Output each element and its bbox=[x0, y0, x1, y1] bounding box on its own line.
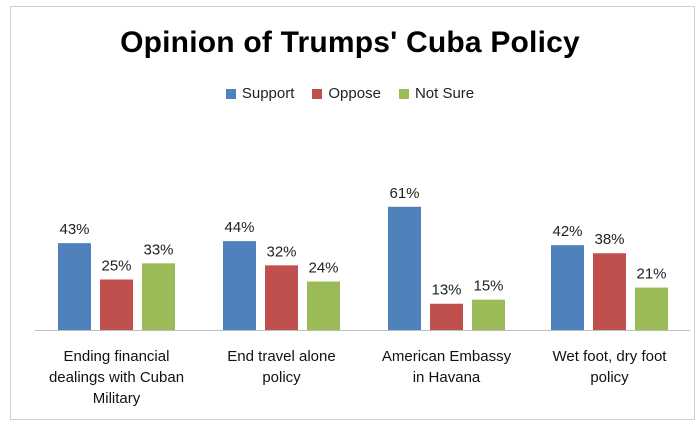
bar-support-0 bbox=[58, 243, 91, 330]
data-label-oppose-1: 32% bbox=[266, 243, 296, 260]
data-label-support-1: 44% bbox=[224, 219, 254, 236]
data-label-support-2: 61% bbox=[389, 185, 419, 202]
bar-not-sure-1 bbox=[307, 281, 340, 330]
chart-frame bbox=[10, 6, 695, 420]
legend-item-oppose: Oppose bbox=[312, 85, 381, 102]
bar-oppose-1 bbox=[265, 265, 298, 330]
bar-not-sure-0 bbox=[142, 263, 175, 330]
bar-support-2 bbox=[388, 206, 421, 330]
data-label-not-sure-3: 21% bbox=[636, 266, 666, 283]
legend-swatch-oppose bbox=[312, 88, 323, 99]
legend-swatch-not-sure bbox=[398, 88, 409, 99]
category-label-1: End travel alone policy bbox=[227, 348, 335, 386]
bar-not-sure-2 bbox=[472, 299, 505, 330]
bar-oppose-3 bbox=[593, 253, 626, 330]
bar-oppose-0 bbox=[100, 279, 133, 330]
data-label-support-3: 42% bbox=[552, 223, 582, 240]
chart-title: Opinion of Trumps' Cuba Policy bbox=[120, 26, 580, 59]
bar-support-3 bbox=[551, 245, 584, 330]
category-label-line: Wet foot, dry foot bbox=[553, 348, 668, 365]
category-label-line: Military bbox=[93, 390, 141, 407]
bar-support-1 bbox=[223, 241, 256, 330]
legend-item-not-sure: Not Sure bbox=[398, 85, 475, 102]
bar-not-sure-3 bbox=[635, 287, 668, 330]
data-label-not-sure-1: 24% bbox=[308, 260, 338, 277]
category-label-2: American Embassy in Havana bbox=[382, 348, 512, 386]
legend-label-support: Support bbox=[241, 85, 295, 102]
category-label-line: dealings with Cuban bbox=[49, 369, 184, 386]
legend-item-support: Support bbox=[225, 85, 295, 102]
bar-oppose-2 bbox=[430, 303, 463, 330]
legend-swatch-support bbox=[225, 88, 236, 99]
category-label-line: policy bbox=[590, 369, 629, 386]
category-label-line: End travel alone bbox=[227, 348, 335, 365]
data-label-oppose-2: 13% bbox=[431, 282, 461, 299]
category-label-line: policy bbox=[262, 369, 301, 386]
category-label-3: Wet foot, dry foot policy bbox=[553, 348, 668, 386]
category-label-0: Ending financial dealings with Cuban Milit… bbox=[49, 348, 184, 407]
data-label-oppose-3: 38% bbox=[594, 231, 624, 248]
data-label-not-sure-0: 33% bbox=[143, 241, 173, 258]
data-label-support-0: 43% bbox=[59, 221, 89, 238]
data-label-oppose-0: 25% bbox=[101, 258, 131, 275]
category-label-line: in Havana bbox=[413, 369, 481, 386]
legend-label-not-sure: Not Sure bbox=[414, 85, 475, 102]
category-label-line: American Embassy bbox=[382, 348, 512, 365]
data-label-not-sure-2: 15% bbox=[473, 278, 503, 295]
category-label-line: Ending financial bbox=[64, 348, 170, 365]
legend: Support Oppose Not Sure bbox=[0, 85, 700, 102]
legend-label-oppose: Oppose bbox=[328, 85, 381, 102]
